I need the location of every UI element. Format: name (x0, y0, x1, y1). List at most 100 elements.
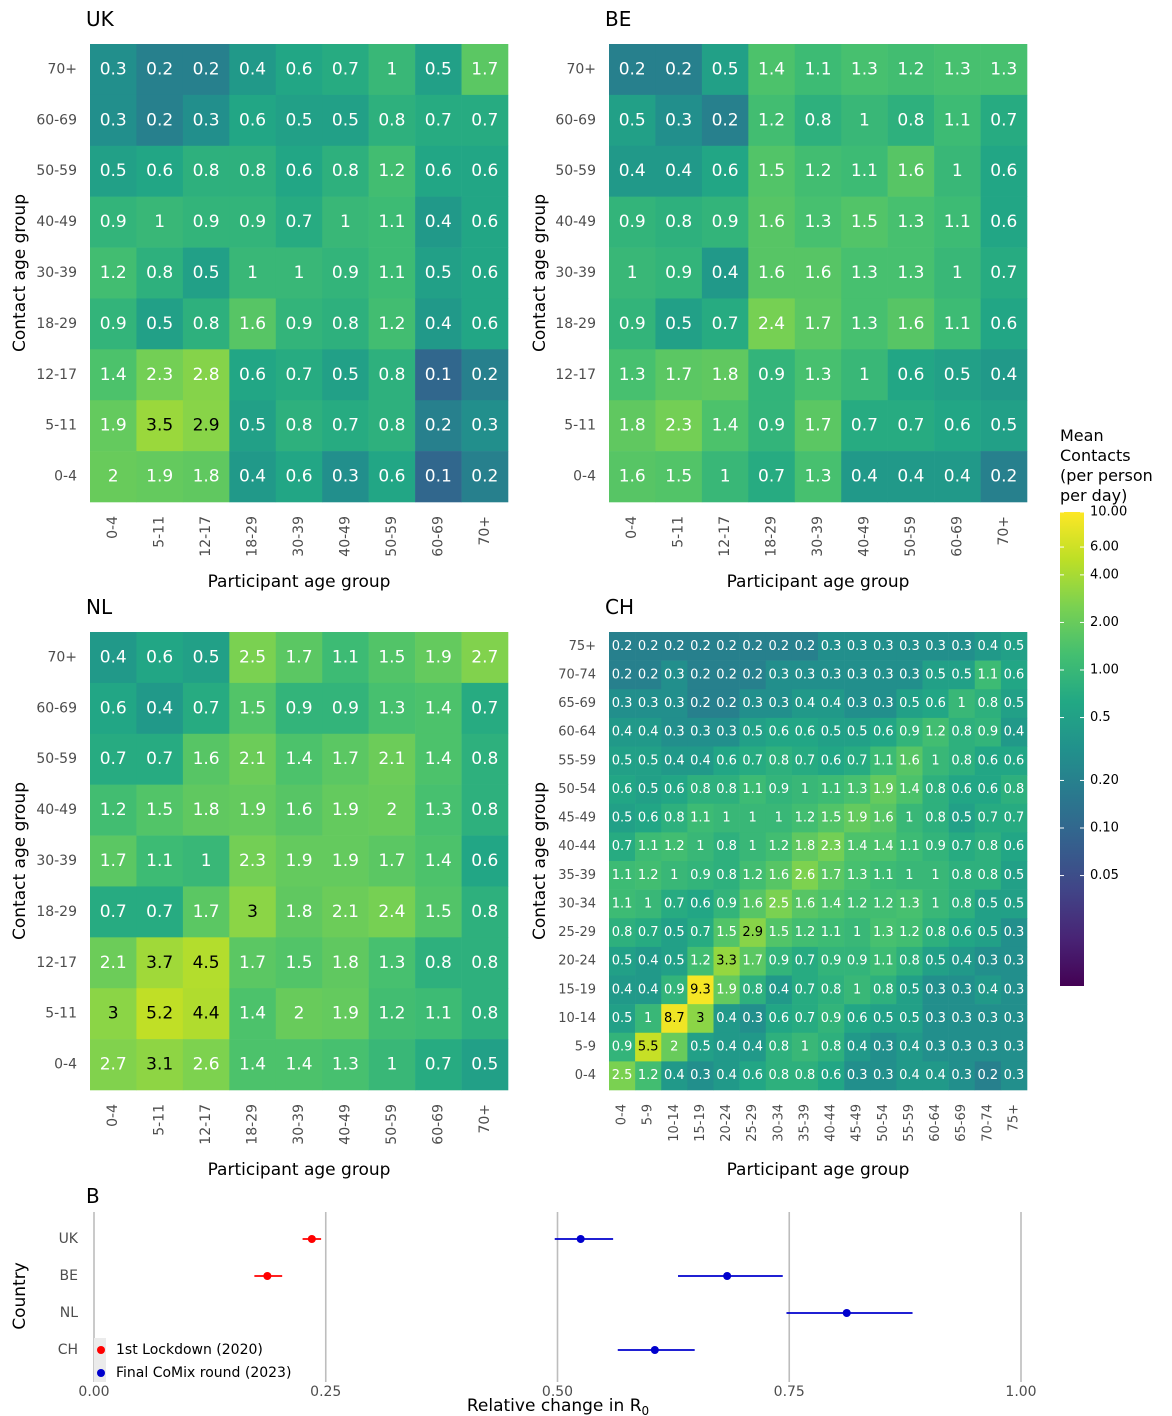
cell-label: 1.5 (665, 467, 692, 487)
heatmap-cell (229, 835, 277, 887)
cell-label: 0.2 (612, 639, 633, 654)
cell-label: 1.1 (612, 896, 633, 911)
heatmap-cell (275, 196, 323, 248)
cell-label: 1.8 (193, 467, 220, 487)
cell-label: 1.6 (285, 800, 312, 820)
cell-label: 1 (859, 365, 870, 385)
cell-label: 0.9 (690, 868, 711, 883)
cell-label: 1 (247, 263, 258, 283)
heatmap-cell (713, 632, 740, 661)
cell-label: 0.5 (977, 896, 998, 911)
cell-label: 0.7 (742, 753, 763, 768)
heatmap-cell (974, 775, 1002, 805)
cell-label: 0.8 (425, 953, 452, 973)
heatmap-cell (887, 145, 935, 197)
cell-label: 0.2 (990, 467, 1017, 487)
heatmap-cell (368, 44, 416, 96)
heatmap-cell (415, 145, 462, 197)
heatmap-cell (368, 145, 416, 197)
cell-label: 0.2 (690, 696, 711, 711)
heatmap-cell (687, 632, 714, 661)
heatmap-cell (136, 632, 184, 684)
cell-label: 0.4 (716, 1040, 737, 1055)
cell-label: 0.8 (193, 161, 220, 181)
cell-label: 1.3 (804, 467, 831, 487)
cell-label: 1.6 (804, 263, 831, 283)
cell-label: 0.8 (193, 314, 220, 334)
cell-label: 0.9 (285, 698, 312, 718)
heatmap-cell (791, 660, 819, 690)
cell-label: 0.5 (712, 59, 739, 79)
heatmap-cell (461, 682, 509, 735)
cell-label: 0.5 (1004, 896, 1025, 911)
heatmap-cell (818, 803, 845, 833)
y-tick-label: 60-69 (36, 700, 77, 716)
heatmap-cell (655, 196, 703, 248)
cell-label: 3 (696, 1011, 704, 1026)
cell-label: 2.9 (742, 925, 763, 940)
heatmap-cell (739, 689, 767, 719)
x-tick-label: 60-64 (928, 1104, 943, 1142)
cell-label: 1.4 (873, 839, 894, 854)
heatmap-cell (870, 889, 897, 919)
heatmap-cell (661, 1061, 688, 1091)
heatmap-cell (791, 861, 819, 890)
heatmap-cell (974, 832, 1002, 862)
heatmap-cell (182, 835, 230, 887)
y-tick-label: 12-17 (555, 367, 596, 383)
heatmap-cell (609, 196, 656, 248)
cell-label: 0.4 (821, 696, 842, 711)
cell-label: 1.7 (193, 902, 220, 922)
cell-label: 0.5 (664, 954, 685, 969)
cell-label: 0.4 (638, 954, 659, 969)
heatmap-cell (368, 94, 416, 147)
cell-label: 0.8 (977, 839, 998, 854)
cell-label: 0.9 (768, 782, 789, 797)
cell-label: 0.2 (712, 110, 739, 130)
heatmap-cell (974, 946, 1002, 976)
heatmap-cell (687, 832, 714, 862)
cell-label: 2 (294, 1004, 305, 1024)
heatmap-cell (1000, 803, 1028, 833)
heatmap-cell (948, 1061, 976, 1091)
heatmap-cell (841, 196, 888, 248)
x-tick-label: 30-39 (291, 1104, 307, 1145)
cell-label: 0.3 (716, 725, 737, 740)
heatmap-cell (974, 918, 1002, 948)
heatmap-cell (687, 660, 714, 690)
cell-label: 0.8 (951, 725, 972, 740)
heatmap-cell (748, 400, 796, 452)
cell-label: 0.4 (619, 161, 646, 181)
heatmap-cell (609, 746, 636, 776)
heatmap-cell (635, 689, 662, 719)
cell-label: 0.6 (471, 263, 498, 283)
cell-label: 0.3 (612, 696, 633, 711)
heatmap-cell (896, 775, 923, 805)
heatmap-cell (368, 349, 416, 401)
heatmap-cell (739, 803, 767, 833)
heatmap-cell (948, 918, 976, 948)
cell-label: 0.6 (990, 161, 1017, 181)
cell-label: 0.8 (768, 1068, 789, 1083)
heatmap-cell (609, 689, 636, 719)
cell-label: 0.5 (146, 314, 173, 334)
heatmap-cell (841, 349, 888, 401)
cell-label: 0.6 (768, 725, 789, 740)
cell-label: 1.7 (804, 416, 831, 436)
cell-label: 1.8 (712, 365, 739, 385)
heatmap-cell (841, 94, 888, 147)
cell-label: 2.3 (821, 839, 842, 854)
y-tick-label: 30-39 (555, 265, 596, 281)
heatmap-cell (794, 298, 842, 350)
heatmap-cell (635, 861, 662, 890)
x-tick-label: 18-29 (764, 516, 780, 557)
heatmap-cell (368, 451, 416, 503)
cell-label: 0.5 (977, 925, 998, 940)
heatmap-cell (794, 451, 842, 503)
heatmap-cell (794, 196, 842, 248)
cell-label: 0.6 (977, 753, 998, 768)
heatmap-cell (368, 682, 416, 735)
cell-label: 0.8 (742, 982, 763, 997)
cell-label: 0.5 (944, 365, 971, 385)
heatmap-cell (415, 937, 462, 989)
